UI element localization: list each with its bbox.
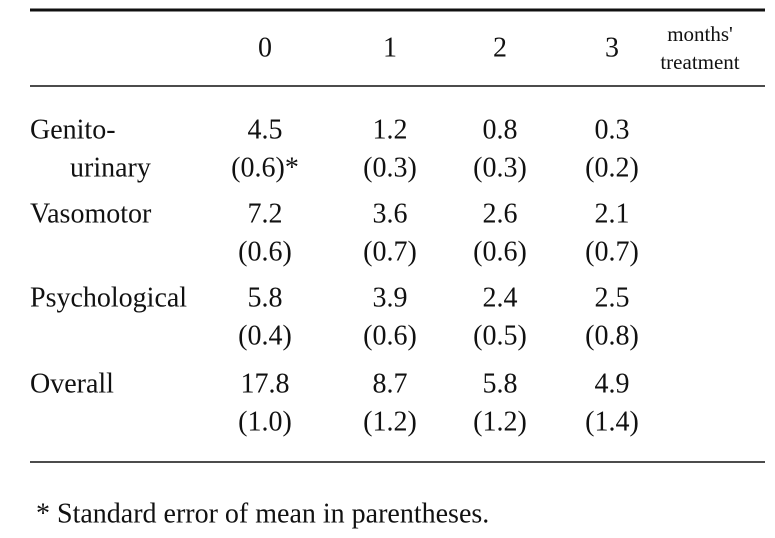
cell: (0.2)	[585, 152, 639, 183]
cell: (1.2)	[363, 406, 417, 437]
cell: (0.8)	[585, 320, 639, 351]
row-label: Genito-	[30, 114, 116, 145]
cell: 5.8	[483, 368, 518, 399]
cell: (0.7)	[363, 236, 417, 267]
cell: 2.4	[483, 282, 518, 313]
column-header: 0	[258, 32, 272, 63]
cell: 7.2	[248, 198, 283, 229]
column-header: 2	[493, 32, 507, 63]
cell: 1.2	[373, 114, 408, 145]
cell: 3.6	[373, 198, 408, 229]
cell: 2.6	[483, 198, 518, 229]
cell: (0.4)	[238, 320, 292, 351]
cell: (0.6)	[238, 236, 292, 267]
cell: 5.8	[248, 282, 283, 313]
cell: (0.3)	[473, 152, 527, 183]
cell: (1.4)	[585, 406, 639, 437]
cell: 8.7	[373, 368, 408, 399]
cell: 0.3	[595, 114, 630, 145]
cell: 2.1	[595, 198, 630, 229]
cell: (0.3)	[363, 152, 417, 183]
cell: 2.5	[595, 282, 630, 313]
cell: (0.7)	[585, 236, 639, 267]
column-header: 1	[383, 32, 397, 63]
cell: 4.5	[248, 114, 283, 145]
row-label: Overall	[30, 368, 114, 399]
column-header: 3	[605, 32, 619, 63]
row-label: Psychological	[30, 282, 187, 313]
cell: (0.6)	[363, 320, 417, 351]
row-label: urinary	[70, 152, 151, 183]
unit-line: treatment	[660, 50, 739, 74]
cell: (1.2)	[473, 406, 527, 437]
cell: (0.6)*	[231, 152, 299, 183]
cell: 17.8	[241, 368, 290, 399]
unit-line: months'	[667, 22, 733, 46]
cell: (0.5)	[473, 320, 527, 351]
cell: (1.0)	[238, 406, 292, 437]
cell: 0.8	[483, 114, 518, 145]
cell: (0.6)	[473, 236, 527, 267]
row-label: Vasomotor	[30, 198, 152, 229]
cell: 4.9	[595, 368, 630, 399]
cell: 3.9	[373, 282, 408, 313]
footnote: * Standard error of mean in parentheses.	[36, 498, 489, 529]
